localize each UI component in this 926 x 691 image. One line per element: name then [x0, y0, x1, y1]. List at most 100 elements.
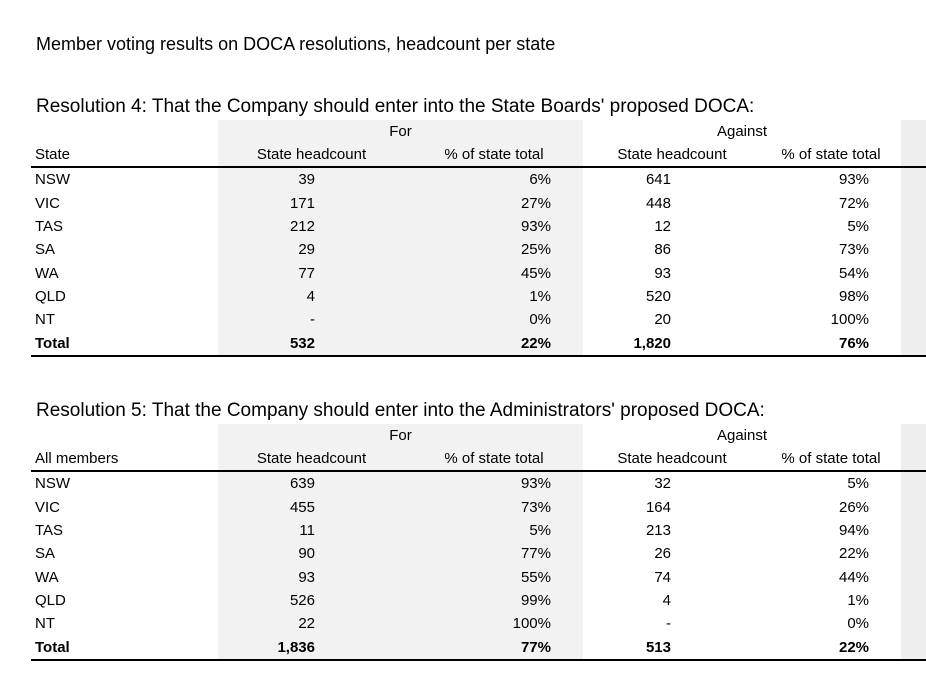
for-headcount-cell: 639 [218, 471, 405, 496]
against-pct-cell: 0% [847, 615, 870, 633]
for-headcount-cell: 4 [218, 284, 405, 309]
total-state-cell: Total [31, 635, 218, 661]
state-cell: SA [35, 241, 56, 259]
resolution-title: Resolution 5: That the Company should en… [36, 400, 765, 421]
state-cell: NSW [35, 475, 70, 493]
against-headcount-cell: 4 [662, 591, 671, 609]
voting-table: For Against All members State headcount% of… [31, 424, 926, 661]
against-headcount-cell: 213 [645, 522, 671, 540]
state-cell: SA [35, 545, 56, 563]
spacer-cell [901, 261, 926, 285]
total-against-headcount-cell: 1,820 [583, 331, 761, 357]
spacer-cell [901, 612, 926, 636]
table-row: VIC 171 27% 448 72% [31, 191, 926, 215]
for-pct-cell: 6% [405, 167, 583, 192]
column-header-for-headcount: State headcount [218, 447, 405, 473]
against-headcount-cell: 86 [654, 241, 671, 259]
for-headcount-cell: 90 [218, 542, 405, 566]
against-headcount-cell: 520 [645, 287, 671, 305]
spacer-cell [901, 518, 926, 543]
against-pct-cell: 73% [838, 241, 870, 259]
for-headcount-cell: - [218, 308, 405, 332]
blank-cell [31, 120, 218, 143]
for-pct-cell: 73% [405, 495, 583, 519]
column-header-for-pct: % of state total [405, 143, 583, 169]
total-row: Total 1,836 77% 513 22% [31, 635, 926, 661]
total-row: Total 532 22% 1,820 76% [31, 331, 926, 357]
group-for-label: For [218, 424, 583, 447]
spacer-cell [901, 191, 926, 215]
against-headcount-cell: 164 [645, 498, 671, 516]
against-pct-cell: 93% [838, 171, 870, 189]
against-pct-cell: 98% [838, 287, 870, 305]
against-pct-cell: 72% [838, 194, 870, 212]
for-headcount-cell: 22 [218, 612, 405, 636]
spacer-cell [901, 471, 926, 496]
spacer-cell [901, 424, 926, 447]
spacer-cell [901, 308, 926, 332]
column-header-for-headcount: State headcount [218, 143, 405, 169]
total-against-pct-cell: 76% [761, 331, 902, 357]
against-headcount-cell: 74 [654, 568, 671, 586]
state-cell: NT [35, 615, 55, 633]
against-headcount-cell: 32 [654, 475, 671, 493]
group-header-row: For Against [31, 424, 926, 447]
against-headcount-cell: 641 [645, 171, 671, 189]
spacer-cell [901, 214, 926, 239]
group-for-label: For [218, 120, 583, 143]
against-headcount-cell: 448 [645, 194, 671, 212]
state-cell: NT [35, 311, 55, 329]
voting-table: For Against State State headcount% of state… [31, 120, 926, 357]
table-row: SA 29 25% 86 73% [31, 238, 926, 262]
for-pct-cell: 25% [405, 238, 583, 262]
column-header-against-pct: % of state total [761, 143, 902, 169]
total-against-headcount-cell: 513 [583, 635, 761, 661]
table-row: QLD 526 99% 4 1% [31, 588, 926, 613]
total-against-pct-cell: 22% [761, 635, 902, 661]
spacer-cell [901, 331, 926, 357]
for-pct-cell: 93% [405, 471, 583, 496]
for-pct-cell: 5% [405, 518, 583, 543]
table-row: NSW 39 6% 641 93% [31, 167, 926, 192]
table-row: NT -0% 20 100% [31, 308, 926, 332]
state-cell: TAS [35, 218, 64, 236]
for-headcount-cell: 39 [218, 167, 405, 192]
against-pct-cell: 22% [838, 545, 870, 563]
against-pct-cell: 94% [838, 522, 870, 540]
for-pct-cell: 93% [405, 214, 583, 239]
state-cell: VIC [35, 498, 61, 516]
state-cell: WA [35, 568, 59, 586]
spacer-cell [901, 588, 926, 613]
table-row: QLD 4 1% 520 98% [31, 284, 926, 309]
table-row: TAS 11 5% 213 94% [31, 518, 926, 543]
group-header-row: For Against [31, 120, 926, 143]
for-headcount-cell: 171 [218, 191, 405, 215]
spacer-cell [901, 565, 926, 589]
total-for-headcount-cell: 532 [218, 331, 405, 357]
table-row: NT 22 100% - 0% [31, 612, 926, 636]
spacer-cell [901, 167, 926, 192]
against-pct-cell: 44% [838, 568, 870, 586]
total-for-pct-cell: 77% [405, 635, 583, 661]
against-headcount-cell: 12 [654, 218, 671, 236]
table-row: TAS 212 93% 12 5% [31, 214, 926, 239]
table-row: WA 93 55% 74 44% [31, 565, 926, 589]
spacer-cell [901, 238, 926, 262]
spacer-cell [901, 120, 926, 143]
against-headcount-cell: - [666, 615, 671, 633]
table-row: WA 77 45% 93 54% [31, 261, 926, 285]
column-header-state: All members [31, 447, 218, 473]
column-header-against-headcount: State headcount [583, 447, 761, 473]
against-pct-cell: 5% [847, 218, 870, 236]
against-pct-cell: 26% [838, 498, 870, 516]
group-against-label: Against [716, 123, 768, 140]
for-pct-cell: 0% [405, 308, 583, 332]
for-headcount-cell: 212 [218, 214, 405, 239]
against-pct-cell: 1% [847, 591, 870, 609]
state-cell: TAS [35, 522, 64, 540]
spacer-cell [901, 143, 926, 169]
for-pct-cell: 77% [405, 542, 583, 566]
spacer-cell [901, 284, 926, 309]
state-cell: QLD [35, 591, 66, 609]
for-pct-cell: 100% [405, 612, 583, 636]
